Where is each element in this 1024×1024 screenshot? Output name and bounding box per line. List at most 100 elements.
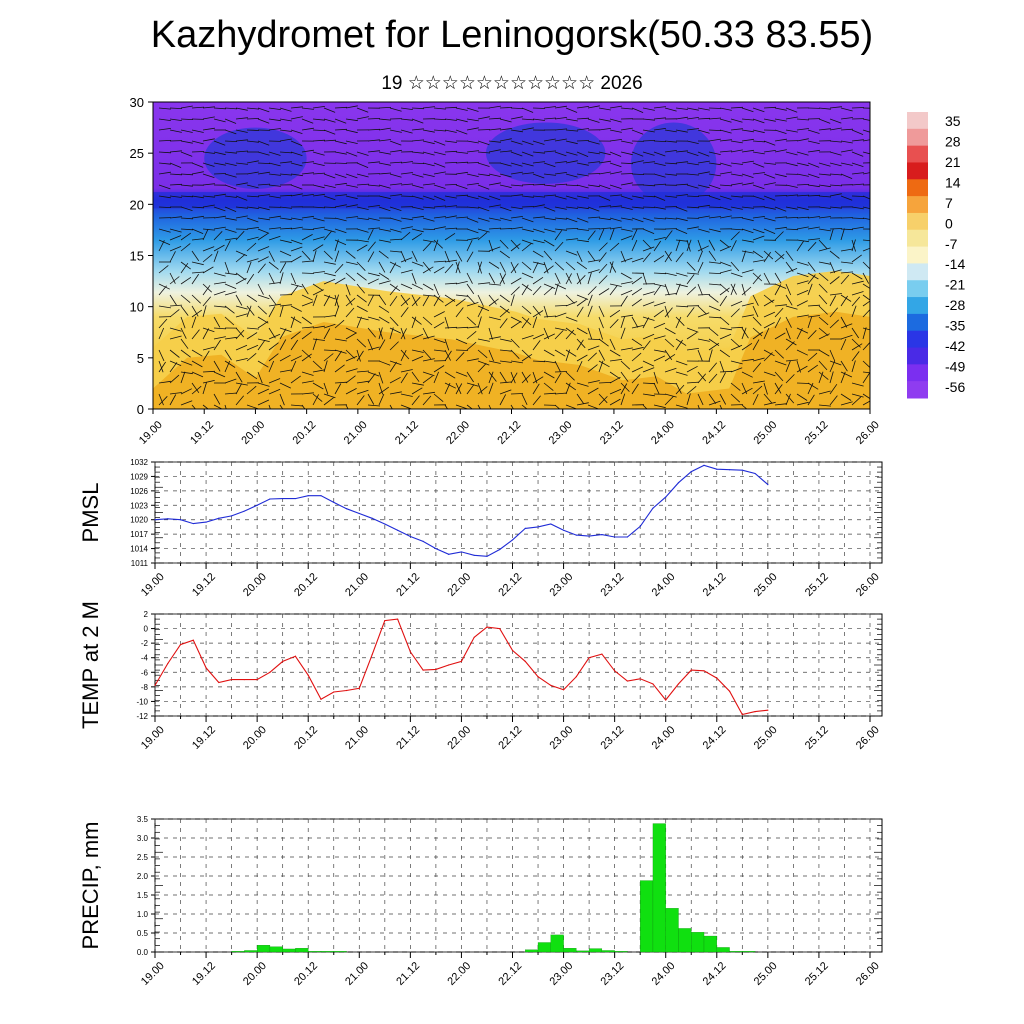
wind-barb bbox=[466, 382, 479, 387]
wind-barb bbox=[686, 261, 696, 271]
wind-barb bbox=[818, 184, 831, 188]
wind-barb bbox=[521, 228, 534, 233]
data-point bbox=[384, 523, 386, 525]
wind-barb bbox=[488, 105, 501, 109]
wind-barb bbox=[312, 294, 318, 307]
wind-barb bbox=[169, 150, 182, 153]
wind-barb bbox=[268, 388, 281, 395]
data-point bbox=[282, 497, 284, 500]
wind-barb bbox=[598, 263, 608, 274]
wind-barb bbox=[807, 315, 820, 318]
wind-barb bbox=[664, 272, 677, 276]
data-point bbox=[524, 660, 526, 662]
wind-barb bbox=[521, 335, 534, 340]
wind-barb bbox=[741, 250, 754, 254]
wind-barb bbox=[609, 371, 621, 380]
wind-barb bbox=[532, 228, 545, 233]
wind-barb bbox=[774, 149, 787, 153]
wind-barb bbox=[169, 216, 182, 219]
wind-barb bbox=[609, 388, 622, 395]
wind-barb bbox=[653, 195, 666, 201]
wind-barb bbox=[763, 195, 776, 201]
wind-barb bbox=[312, 369, 325, 373]
wind-barb bbox=[609, 359, 622, 362]
wind-barb bbox=[851, 272, 863, 280]
wind-barb bbox=[312, 244, 324, 252]
wind-barb bbox=[785, 359, 799, 362]
wind-barb bbox=[620, 371, 629, 382]
wind-barb bbox=[510, 320, 522, 329]
wind-barb bbox=[653, 237, 666, 241]
wind-barb bbox=[290, 375, 301, 384]
wind-barb bbox=[235, 329, 245, 340]
wind-barb bbox=[730, 217, 744, 219]
colorbar-swatch bbox=[907, 364, 928, 382]
wind-barb bbox=[686, 107, 699, 111]
wind-barb bbox=[510, 239, 520, 250]
colorbar-swatch bbox=[907, 179, 928, 197]
wind-barb bbox=[477, 184, 490, 190]
wind-barb bbox=[246, 305, 252, 318]
wind-barb bbox=[455, 216, 469, 219]
x-tick-label: 19.00 bbox=[139, 724, 167, 752]
wind-barb bbox=[598, 393, 608, 404]
wind-barb bbox=[708, 294, 719, 303]
wind-barb bbox=[466, 384, 475, 395]
x-tick-label: 23.00 bbox=[547, 419, 575, 447]
wind-barb bbox=[169, 251, 176, 263]
data-point bbox=[499, 548, 501, 551]
wind-barb bbox=[664, 338, 675, 348]
wind-barb bbox=[576, 393, 585, 405]
wind-barb bbox=[400, 328, 407, 340]
wind-barb bbox=[180, 206, 193, 211]
wind-barb bbox=[763, 382, 768, 395]
wind-barb bbox=[862, 217, 870, 220]
wind-barb bbox=[455, 129, 468, 135]
wind-barb bbox=[730, 382, 741, 391]
wind-barb bbox=[158, 265, 169, 274]
wind-barb bbox=[785, 217, 799, 219]
wind-barb bbox=[334, 151, 347, 155]
wind-barb bbox=[785, 360, 791, 373]
wind-barb bbox=[246, 242, 257, 252]
wind-barb bbox=[301, 149, 314, 153]
wind-barb bbox=[499, 228, 513, 230]
wind-barb bbox=[477, 282, 490, 285]
wind-barb bbox=[290, 404, 304, 407]
wind-barb bbox=[224, 240, 231, 252]
wind-barb bbox=[345, 184, 358, 188]
wind-barb bbox=[510, 277, 522, 285]
wind-barb bbox=[609, 228, 615, 241]
wind-barb bbox=[807, 216, 820, 219]
wind-barb bbox=[444, 227, 458, 230]
wind-barb bbox=[411, 395, 420, 406]
wind-barb bbox=[598, 227, 612, 230]
wind-barb bbox=[499, 394, 507, 406]
wind-barb bbox=[609, 309, 621, 318]
wind-barb bbox=[708, 184, 721, 190]
wind-barb bbox=[158, 140, 172, 142]
wind-barb bbox=[785, 294, 793, 306]
wind-barb bbox=[653, 349, 666, 353]
wind-barb bbox=[818, 239, 828, 250]
wind-barb bbox=[851, 239, 856, 252]
wind-barb bbox=[598, 171, 611, 175]
wind-barb bbox=[796, 206, 809, 211]
wind-barb bbox=[631, 151, 644, 157]
wind-barb bbox=[675, 183, 689, 186]
wind-barb bbox=[169, 173, 183, 176]
wind-barb bbox=[686, 286, 697, 296]
data-point bbox=[741, 469, 743, 471]
wind-barb bbox=[411, 151, 424, 154]
wind-barb bbox=[158, 195, 171, 199]
wind-barb bbox=[840, 149, 853, 153]
wind-barb bbox=[697, 129, 710, 134]
wind-barb bbox=[829, 307, 839, 318]
wind-barb bbox=[345, 272, 356, 282]
wind-barb bbox=[741, 173, 754, 178]
wind-barb bbox=[191, 371, 204, 378]
wind-barb bbox=[631, 217, 644, 223]
wind-barb bbox=[378, 151, 391, 155]
wind-barb bbox=[323, 272, 336, 277]
